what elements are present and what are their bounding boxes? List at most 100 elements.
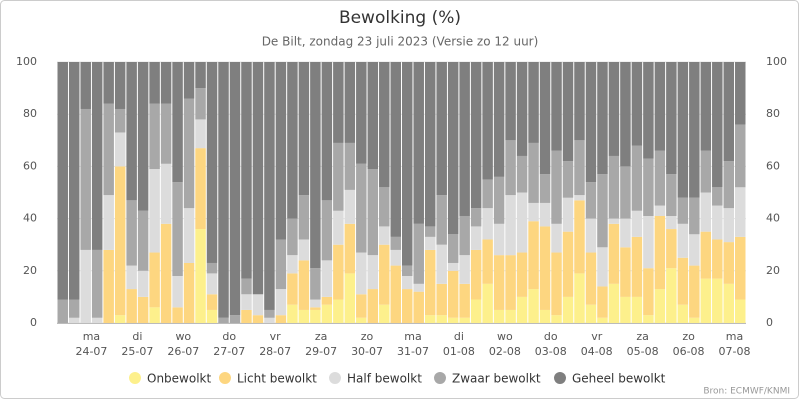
bar-segment	[712, 187, 723, 206]
bar-segment	[643, 215, 654, 269]
x-tick-date: 06-08	[673, 345, 705, 358]
bar-segment	[723, 161, 735, 209]
bar-segment	[436, 62, 447, 196]
bar-segment	[149, 62, 160, 104]
bar-segment	[172, 276, 183, 308]
bar-segment	[206, 309, 218, 323]
legend-label: Licht bewolkt	[237, 372, 317, 386]
bar-segment	[447, 262, 459, 271]
bar-segment	[459, 317, 470, 323]
bar-segment	[413, 62, 424, 224]
bar-segment	[562, 62, 574, 162]
bar-segment	[551, 252, 562, 316]
bar-segment	[333, 299, 344, 323]
bar-segment	[608, 218, 620, 224]
bar-segment	[539, 309, 551, 323]
bar-segment	[723, 208, 735, 243]
x-tick-date: 30-07	[351, 345, 383, 358]
bar-segment	[654, 150, 666, 206]
bar-segment	[183, 98, 195, 209]
x-tick-label: do	[544, 330, 558, 343]
bar-segment	[459, 215, 470, 256]
x-tick-date: 04-08	[581, 345, 613, 358]
bar-segment	[57, 299, 68, 323]
bar-segment	[333, 62, 344, 143]
bar-segment	[631, 145, 643, 211]
bar-segment	[172, 182, 183, 277]
bar-segment	[574, 140, 585, 196]
bar-segment	[149, 307, 160, 323]
bar-segment	[470, 299, 482, 323]
bar-segment	[149, 103, 160, 170]
bar-segment	[470, 208, 482, 227]
bar-segment	[218, 62, 229, 318]
x-tick-label: do	[222, 330, 236, 343]
bar-segment	[241, 309, 252, 323]
legend-swatch	[129, 372, 141, 384]
bar-segment	[735, 236, 746, 300]
bar-segment	[585, 62, 597, 183]
bar-segment	[620, 218, 631, 248]
bar-segment	[390, 265, 401, 323]
bar-segment	[367, 289, 379, 323]
x-tick-label: zo	[361, 330, 374, 343]
bar-segment	[114, 62, 126, 109]
bar-segment	[447, 234, 459, 263]
x-tick-date: 02-08	[489, 345, 521, 358]
x-tick-date: 05-08	[627, 345, 659, 358]
legend-label: Geheel bewolkt	[572, 372, 666, 386]
bar-segment	[183, 262, 195, 323]
bar-segment	[643, 62, 654, 159]
bar-segment	[310, 268, 321, 300]
bar-segment	[298, 195, 310, 240]
bar-segment	[160, 223, 172, 323]
bar-segment	[287, 62, 298, 219]
bar-segment	[677, 197, 689, 224]
x-tick-date: 07-08	[719, 345, 751, 358]
bar-segment	[310, 309, 321, 323]
bar-segment	[505, 195, 516, 256]
bar-segment	[574, 200, 585, 274]
bar-segment	[516, 155, 528, 193]
bar-segment	[333, 142, 344, 211]
bar-segment	[631, 296, 643, 323]
bar-segment	[103, 249, 114, 323]
bar-segment	[528, 202, 539, 222]
bar-segment	[206, 262, 218, 274]
bar-segment	[666, 229, 677, 269]
bar-segment	[252, 62, 264, 295]
bar-segment	[528, 142, 539, 203]
bar-segment	[470, 249, 482, 300]
bar-segment	[608, 223, 620, 284]
bar-segment	[275, 62, 287, 240]
bar-segment	[103, 195, 114, 250]
x-tick-label: zo	[682, 330, 695, 343]
y-tick-label: 60	[23, 159, 37, 172]
bar-segment	[539, 62, 551, 175]
bar-segment	[562, 161, 574, 198]
bar-segment	[91, 317, 103, 323]
bar-segment	[160, 62, 172, 104]
bar-segment	[654, 62, 666, 151]
bar-segment	[367, 169, 379, 256]
bar-segment	[712, 278, 723, 323]
legend-swatch	[219, 372, 231, 384]
bar-segment	[126, 265, 137, 290]
x-tick-label: vr	[270, 330, 282, 343]
bar-segment	[68, 317, 80, 323]
bar-segment	[218, 317, 229, 323]
legend-swatch	[554, 372, 566, 384]
bar-segment	[424, 315, 436, 323]
bar-segment	[470, 62, 482, 209]
bar-segment	[620, 247, 631, 297]
bar-segment	[505, 62, 516, 141]
legend-label: Zwaar bewolkt	[452, 372, 541, 386]
bar-segment	[700, 150, 712, 193]
bar-segment	[654, 205, 666, 216]
bar-segment	[505, 140, 516, 196]
bar-segment	[344, 223, 356, 274]
bar-segment	[310, 307, 321, 310]
bar-segment	[551, 150, 562, 224]
bar-segment	[206, 273, 218, 295]
bar-segment	[666, 174, 677, 216]
